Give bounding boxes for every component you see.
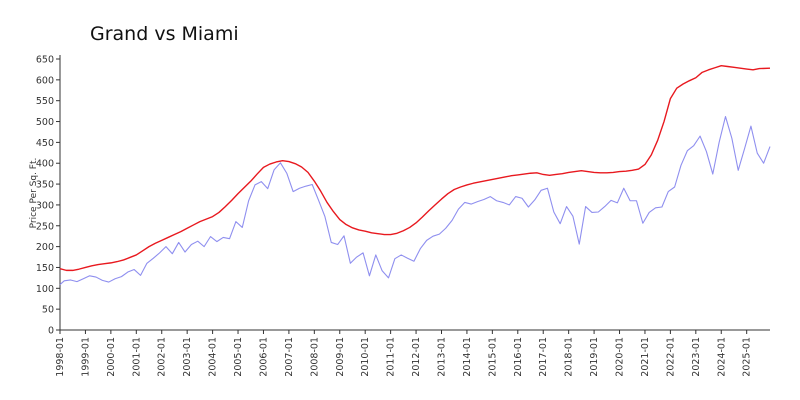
y-tick-label: 550 — [36, 96, 54, 107]
x-tick-label: 2019-01 — [589, 337, 600, 377]
x-axis-ticks: 1998-01 1999-01 2000-01 2001-01 2002-01 2003-… — [55, 330, 753, 377]
x-tick-label: 2002-01 — [157, 337, 168, 377]
y-tick-label: 500 — [36, 117, 54, 128]
x-tick-label: 2015-01 — [487, 337, 498, 377]
x-tick-label: 2008-01 — [309, 337, 320, 377]
series-line-1 — [59, 64, 771, 272]
y-tick-label: 100 — [36, 284, 54, 295]
chart-title: Grand vs Miami — [90, 23, 239, 45]
y-tick-label: 0 — [48, 326, 54, 337]
x-tick-label: 2004-01 — [208, 337, 219, 377]
y-tick-label: 200 — [36, 242, 54, 253]
x-tick-label: 1998-01 — [55, 337, 66, 377]
y-axis-ticks: 0 50 100 150 200 250 300 350 400 450 500 550 600 650 — [36, 55, 60, 337]
x-tick-label: 2000-01 — [106, 337, 117, 377]
x-tick-label: 2016-01 — [513, 337, 524, 377]
x-tick-label: 2011-01 — [386, 337, 397, 377]
y-tick-label: 250 — [36, 221, 54, 232]
x-tick-label: 2009-01 — [335, 337, 346, 377]
series-line-2 — [59, 115, 771, 285]
y-tick-label: 150 — [36, 263, 54, 274]
x-tick-label: 2014-01 — [462, 337, 473, 377]
y-tick-label: 400 — [36, 159, 54, 170]
y-tick-label: 350 — [36, 180, 54, 191]
x-tick-label: 2012-01 — [411, 337, 422, 377]
x-tick-label: 2006-01 — [258, 337, 269, 377]
x-tick-label: 2017-01 — [538, 337, 549, 377]
x-tick-label: 2010-01 — [360, 337, 371, 377]
y-axis-title: Price Per Sq. Ft. — [29, 158, 39, 229]
x-tick-label: 2005-01 — [233, 337, 244, 377]
x-tick-label: 2013-01 — [436, 337, 447, 377]
y-tick-label: 600 — [36, 75, 54, 86]
x-tick-label: 2007-01 — [284, 337, 295, 377]
x-tick-label: 2023-01 — [691, 337, 702, 377]
y-tick-label: 300 — [36, 200, 54, 211]
x-tick-label: 2021-01 — [640, 337, 651, 377]
x-tick-label: 2025-01 — [742, 337, 753, 377]
x-tick-label: 2003-01 — [182, 337, 193, 377]
x-tick-label: 2022-01 — [665, 337, 676, 377]
y-tick-label: 650 — [36, 55, 54, 66]
x-tick-label: 2001-01 — [131, 337, 142, 377]
x-tick-label: 2020-01 — [615, 337, 626, 377]
x-tick-label: 2024-01 — [716, 337, 727, 377]
x-tick-label: 1999-01 — [80, 337, 91, 377]
y-tick-label: 50 — [42, 305, 54, 316]
x-tick-label: 2018-01 — [564, 337, 575, 377]
y-tick-label: 450 — [36, 138, 54, 149]
series-group — [59, 64, 771, 285]
